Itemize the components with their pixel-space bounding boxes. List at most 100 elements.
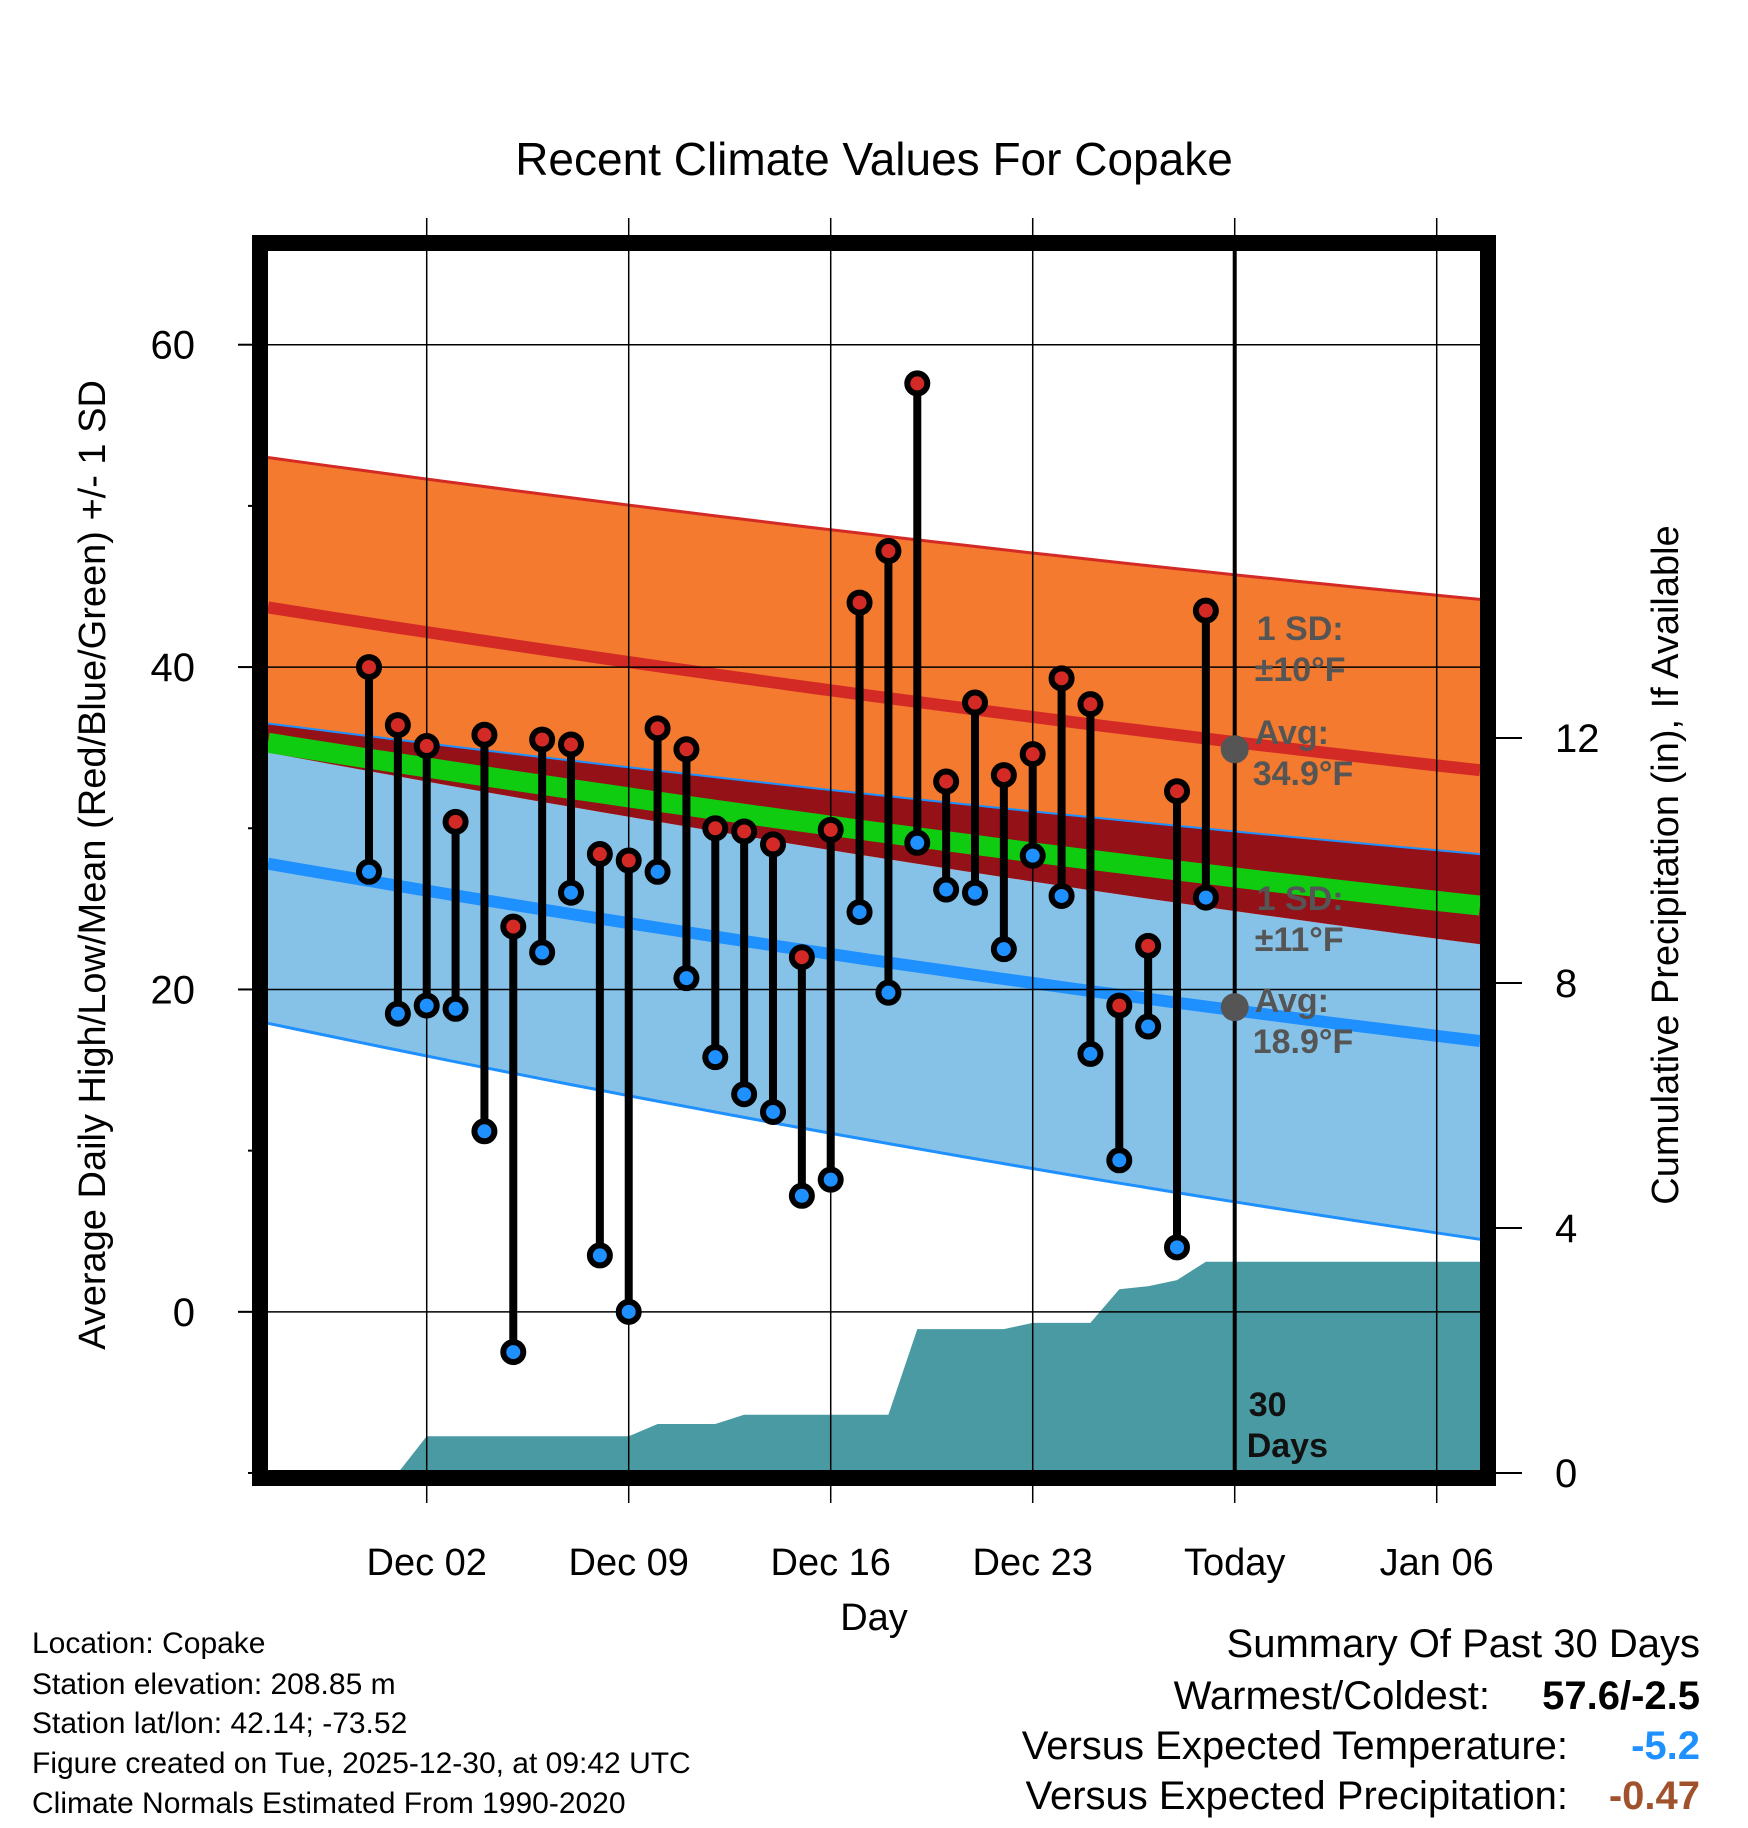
obs-low-point [933, 876, 960, 903]
observations [356, 370, 1219, 1366]
obs-high-point [1164, 778, 1190, 805]
obs-high-point [846, 589, 873, 616]
obs-low-point [962, 879, 988, 906]
obs-high-point [673, 736, 700, 763]
obs-low-point [442, 995, 469, 1022]
obs-low-point [731, 1081, 758, 1108]
obs-low-point [471, 1118, 498, 1145]
obs-high-point [615, 847, 642, 874]
obs-high-point [731, 818, 758, 845]
summary-precip-label: Versus Expected Precipitation: [1025, 1774, 1568, 1818]
obs-high-point [788, 944, 815, 971]
info-created: Figure created on Tue, 2025-12-30, at 09… [32, 1747, 691, 1780]
precip-area [369, 1261, 1480, 1473]
annotation-label: 30 [1249, 1386, 1287, 1424]
obs-low-point [1048, 882, 1075, 909]
annotation-label: Avg: [1255, 714, 1329, 752]
info-latlon: Station lat/lon: 42.14; -73.52 [32, 1707, 408, 1740]
obs-high-point [384, 712, 411, 739]
x-tick-label: Dec 16 [771, 1542, 891, 1584]
summary-warm-cold-label: Warmest/Coldest: [1173, 1674, 1490, 1718]
high-sd-upper-line [267, 456, 1481, 601]
obs-high-point [904, 370, 931, 397]
axes: 0 20 40 60 0 4 8 12 Dec 02 Dec 09 Dec 16 Dec 23 Toda… [151, 324, 1600, 1584]
obs-low-point [1164, 1234, 1190, 1261]
today-low-avg-marker [1220, 993, 1249, 1022]
summary-precip-value: -0.47 [1608, 1774, 1700, 1818]
obs-low-point [529, 939, 556, 966]
obs-high-point [471, 721, 498, 748]
obs-high-point [644, 715, 671, 742]
y-tick-label: 0 [173, 1291, 195, 1335]
x-tick-label: Dec 09 [569, 1542, 689, 1584]
obs-high-point [529, 726, 556, 753]
y-right-tick-label: 8 [1555, 962, 1577, 1006]
obs-high-point [442, 808, 469, 835]
obs-high-point [990, 762, 1017, 789]
obs-low-point [1106, 1147, 1133, 1174]
obs-low-point [615, 1298, 642, 1325]
obs-low-point [586, 1242, 613, 1269]
high-sd-lower-line [267, 722, 1481, 856]
obs-high-point [500, 913, 527, 940]
obs-high-point [1019, 741, 1046, 768]
plot-border [252, 235, 1496, 1486]
obs-low-point [1192, 884, 1219, 911]
obs-high-point [1077, 691, 1104, 718]
info-elevation: Station elevation: 208.85 m [32, 1668, 396, 1701]
summary-warm-cold-value: 57.6/-2.5 [1542, 1674, 1700, 1718]
obs-high-point [702, 815, 729, 842]
annotation-value: 18.9°F [1253, 1023, 1354, 1061]
obs-low-point [413, 992, 440, 1019]
annotation-label: 1 SD: [1257, 880, 1344, 918]
chart-title: Recent Climate Values For Copake [515, 133, 1233, 185]
y-tick-label: 40 [151, 646, 196, 690]
x-tick-label: Dec 02 [367, 1542, 487, 1584]
obs-low-point [702, 1044, 729, 1071]
obs-high-point [1048, 665, 1075, 692]
x-axis-label: Day [840, 1597, 908, 1639]
obs-low-point [356, 858, 382, 885]
obs-low-point [1077, 1040, 1104, 1067]
info-location: Location: Copake [32, 1627, 266, 1660]
obs-high-point [586, 841, 613, 868]
obs-low-point [558, 879, 584, 906]
normal-bands [266, 456, 1482, 1241]
y-axis-label-right: Cumulative Precipitation (in), If Availa… [1645, 525, 1687, 1204]
obs-low-point [846, 899, 873, 926]
low-avg-line [266, 857, 1481, 1047]
obs-low-point [673, 965, 700, 992]
obs-low-point [644, 858, 671, 885]
summary-title: Summary Of Past 30 Days [1226, 1622, 1700, 1666]
y-axis-label: Average Daily High/Low/Mean (Red/Blue/Gr… [72, 380, 114, 1350]
obs-high-point [962, 689, 988, 716]
obs-low-point [1135, 1013, 1162, 1040]
obs-high-point [1106, 992, 1133, 1019]
summary-temp-value: -5.2 [1631, 1724, 1700, 1768]
obs-high-point [413, 733, 440, 760]
obs-high-point [1192, 597, 1219, 624]
y-tick-label: 20 [151, 968, 196, 1012]
annotation-value: ±10°F [1255, 651, 1346, 689]
obs-high-point [356, 654, 382, 681]
y-right-tick-label: 12 [1555, 717, 1600, 761]
annotation-value: ±11°F [1255, 921, 1344, 959]
precipitation-area [369, 1261, 1480, 1473]
obs-low-point [1019, 842, 1046, 869]
obs-high-point [933, 768, 960, 795]
obs-low-point [384, 1000, 411, 1027]
obs-low-point [990, 936, 1017, 963]
y-right-tick-label: 4 [1555, 1207, 1577, 1251]
x-tick-label: Dec 23 [973, 1542, 1093, 1584]
y-tick-label: 60 [151, 324, 196, 368]
annotation-value: Days [1247, 1427, 1328, 1465]
y-right-tick-label: 0 [1555, 1452, 1577, 1496]
high-avg-line [267, 601, 1481, 777]
obs-low-point [500, 1339, 527, 1366]
obs-low-point [788, 1182, 815, 1209]
annotation-value: 34.9°F [1253, 755, 1354, 793]
obs-low-point [817, 1166, 844, 1193]
mean-line [266, 732, 1482, 916]
